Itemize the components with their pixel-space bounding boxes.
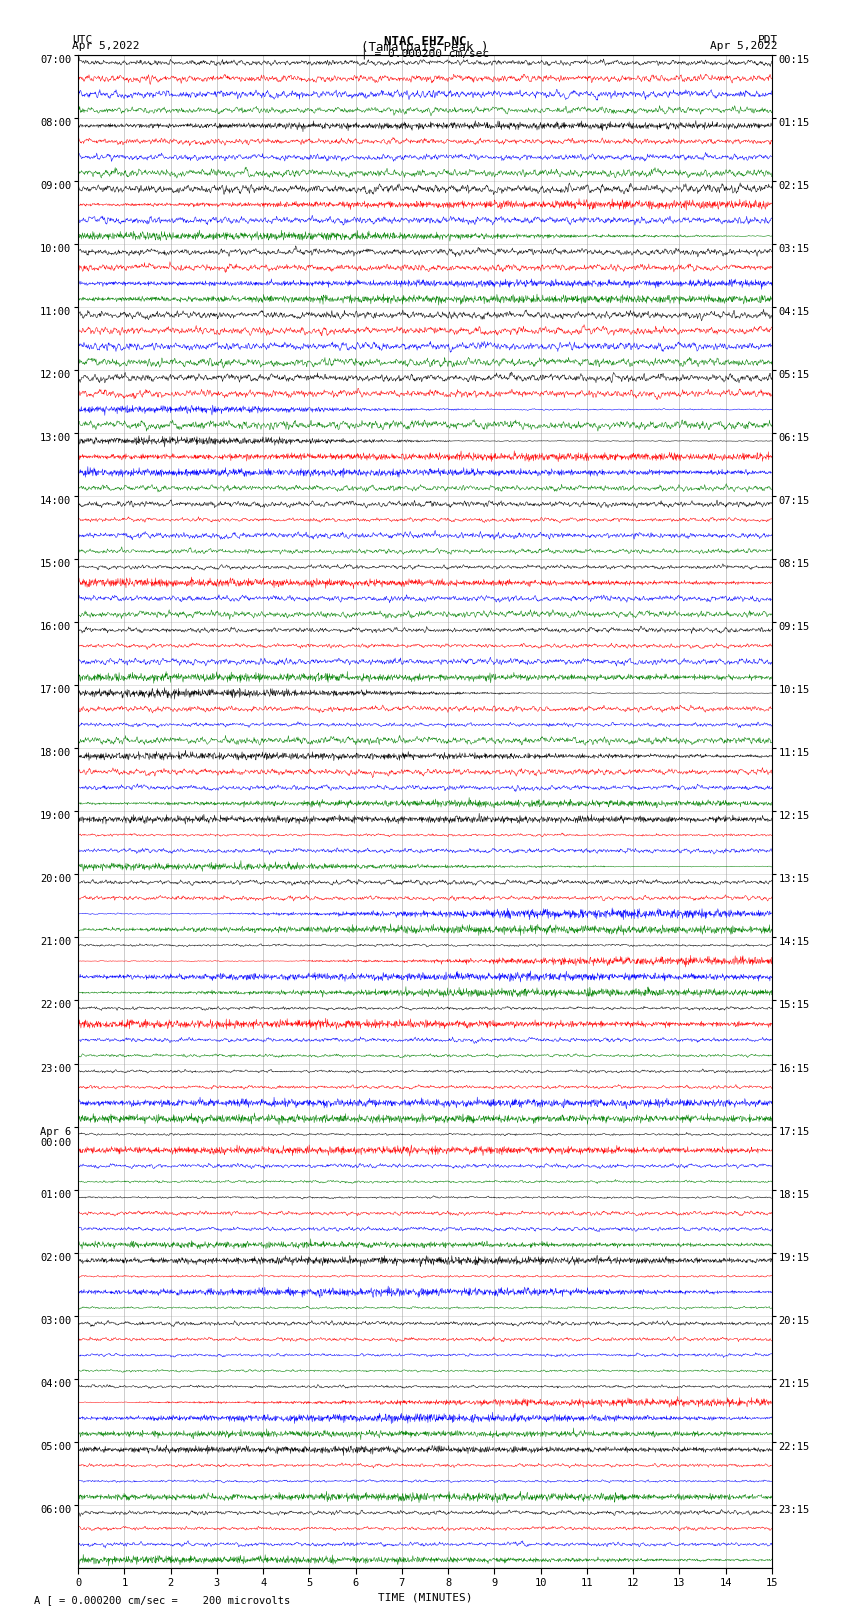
Text: | = 0.000200 cm/sec: | = 0.000200 cm/sec xyxy=(361,48,489,60)
Text: NTAC EHZ NC: NTAC EHZ NC xyxy=(383,35,467,48)
Text: A [ = 0.000200 cm/sec =    200 microvolts: A [ = 0.000200 cm/sec = 200 microvolts xyxy=(34,1595,290,1605)
Text: (Tamalpais Peak ): (Tamalpais Peak ) xyxy=(361,40,489,55)
Text: UTC: UTC xyxy=(72,35,93,45)
X-axis label: TIME (MINUTES): TIME (MINUTES) xyxy=(377,1592,473,1602)
Text: PDT: PDT xyxy=(757,35,778,45)
Text: Apr 5,2022: Apr 5,2022 xyxy=(711,40,778,52)
Text: Apr 5,2022: Apr 5,2022 xyxy=(72,40,139,52)
